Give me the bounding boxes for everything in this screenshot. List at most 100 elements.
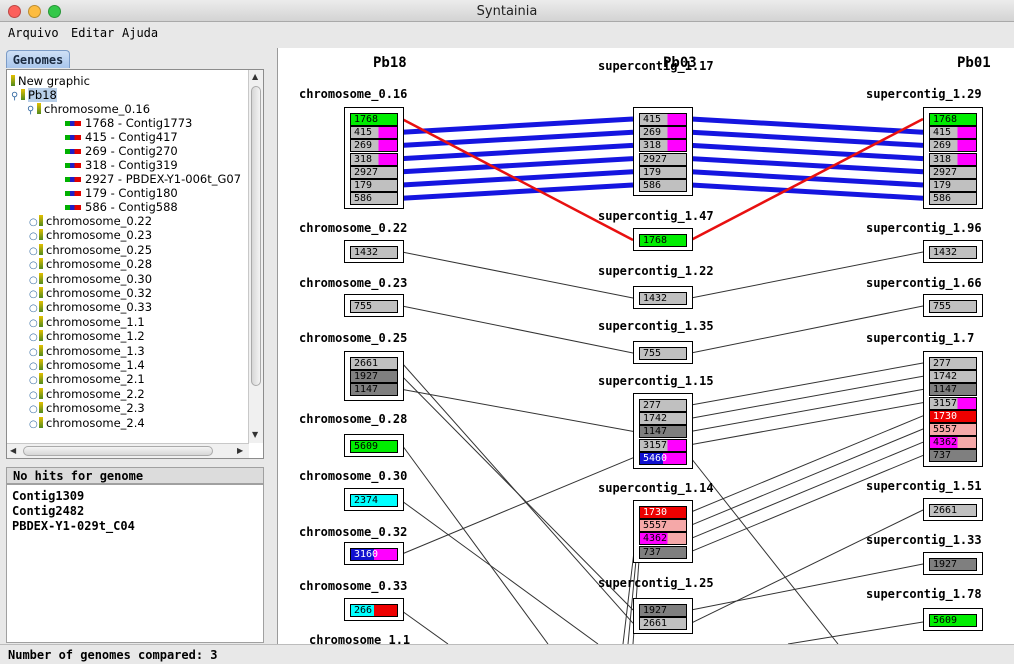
contig-segment[interactable]: 737 [639,545,687,559]
contig-segment[interactable]: 318 [350,152,398,166]
expand-handle-icon[interactable]: ○ [29,389,38,401]
contig-segment[interactable]: 5609 [350,440,398,453]
minimize-window-button[interactable] [28,5,41,18]
tree-node-contig[interactable]: 318 - Contig319 [65,158,178,172]
tree-node-chromosome[interactable]: ○ chromosome_0.33 [29,300,152,314]
expand-handle-icon[interactable]: ○ [29,260,38,272]
contig-segment[interactable]: 415 [929,126,977,140]
tree-node-chromosome[interactable]: ○ chromosome_1.1 [29,315,145,329]
menu-ajuda[interactable]: Ajuda [122,26,159,40]
contig-segment[interactable]: 1768 [639,234,687,247]
contig-segment[interactable]: 318 [639,139,687,153]
chromosome-block[interactable]: 755 [633,341,693,365]
expand-handle-icon[interactable]: ○ [29,317,38,329]
tree-node-chromosome[interactable]: ○ chromosome_0.23 [29,228,152,242]
contig-segment[interactable]: 2661 [350,357,398,370]
chromosome-block[interactable]: 1432 [633,286,693,310]
chromosome-block[interactable]: 277 1742 1147 3157 1730 5557 4362 737 [923,351,983,467]
contig-segment[interactable]: 2374 [350,494,398,507]
contig-segment[interactable]: 266 [350,604,398,617]
contig-segment[interactable]: 1147 [350,383,398,397]
chromosome-block[interactable]: 3160 [344,542,404,566]
contig-segment[interactable]: 1768 [929,113,977,126]
tab-genomes[interactable]: Genomes [6,50,70,68]
scroll-right-icon[interactable]: ▶ [237,446,244,455]
scroll-left-icon[interactable]: ◀ [10,446,17,455]
tree-node-chromosome[interactable]: ○ chromosome_2.3 [29,401,145,415]
tree-node-chromosome[interactable]: ○ chromosome_2.1 [29,372,145,386]
expand-handle-icon[interactable]: ○ [29,303,38,315]
no-hits-list[interactable]: Contig1309 Contig2482 PBDEX-Y1-029t_C04 [6,484,264,643]
tree-horizontal-scrollbar[interactable]: ◀ ▶ [7,443,249,458]
contig-segment[interactable]: 755 [639,347,687,360]
tree-node-chromosome[interactable]: ○ chromosome_0.32 [29,286,152,300]
tree-node-genome[interactable]: ⚲ Pb18 [11,88,57,102]
list-item[interactable]: Contig1309 [12,489,85,503]
tree-node-chromosome[interactable]: ○ chromosome_0.28 [29,257,152,271]
chromosome-block[interactable]: 1432 [923,240,983,264]
contig-segment[interactable]: 415 [350,126,398,140]
expand-handle-icon[interactable]: ⚲ [27,105,35,116]
tree-node-contig[interactable]: 2927 - PBDEX-Y1-006t_G07 [65,172,241,186]
menu-arquivo[interactable]: Arquivo [8,26,59,40]
list-item[interactable]: Contig2482 [12,504,85,518]
chromosome-block[interactable]: 1927 2661 [633,598,693,635]
contig-segment[interactable]: 1768 [350,113,398,126]
contig-segment[interactable]: 269 [639,126,687,140]
contig-segment[interactable]: 2661 [929,504,977,517]
tree-node-contig[interactable]: 269 - Contig270 [65,144,178,158]
scroll-up-icon[interactable]: ▲ [252,72,259,81]
expand-handle-icon[interactable]: ○ [29,217,38,228]
tree-node-chromosome[interactable]: ○ chromosome_0.25 [29,243,152,257]
chromosome-block[interactable]: 415 269 318 2927 179 586 [633,107,693,197]
tree-node-contig[interactable]: 179 - Contig180 [65,186,178,200]
chromosome-block[interactable]: 1927 [923,552,983,576]
tree-node-contig[interactable]: 1768 - Contig1773 [65,116,192,130]
chromosome-block[interactable]: 1768 [633,228,693,252]
contig-segment[interactable]: 1147 [639,425,687,439]
tree-node-chromosome[interactable]: ○ chromosome_2.4 [29,416,145,430]
chromosome-block[interactable]: 2374 [344,488,404,512]
chromosome-block[interactable]: 277 1742 1147 3157 5460 [633,393,693,469]
tree-node-chromosome[interactable]: ○ chromosome_0.30 [29,272,152,286]
contig-segment[interactable]: 5460 [639,451,687,465]
expand-handle-icon[interactable]: ○ [29,231,38,243]
tree-node-chromosome[interactable]: ○ chromosome_1.3 [29,344,145,358]
contig-segment[interactable]: 1432 [929,246,977,259]
contig-segment[interactable]: 1730 [639,506,687,519]
tree-node-chromosome[interactable]: ○ chromosome_1.4 [29,358,145,372]
chromosome-block[interactable]: 1730 5557 4362 737 [633,500,693,563]
chromosome-block[interactable]: 755 [923,294,983,318]
chromosome-block[interactable]: 2661 1927 1147 [344,351,404,401]
contig-segment[interactable]: 1742 [639,412,687,426]
chromosome-block[interactable]: 5609 [344,434,404,458]
contig-segment[interactable]: 179 [929,179,977,192]
contig-segment[interactable]: 1742 [929,370,977,384]
zoom-window-button[interactable] [48,5,61,18]
contig-segment[interactable]: 586 [639,179,687,192]
contig-segment[interactable]: 1927 [350,370,398,384]
contig-segment[interactable]: 586 [929,192,977,206]
expand-handle-icon[interactable]: ⚲ [11,91,19,102]
contig-segment[interactable]: 5609 [929,614,977,627]
contig-segment[interactable]: 2927 [639,152,687,166]
contig-segment[interactable]: 1147 [929,383,977,397]
tree-vertical-scrollbar[interactable]: ▲ ▼ [248,70,263,443]
contig-segment[interactable]: 3157 [929,396,977,410]
chromosome-block[interactable]: 1432 [344,240,404,264]
tree-vertical-scroll-thumb[interactable] [251,86,261,386]
contig-segment[interactable]: 3160 [350,548,398,561]
contig-segment[interactable]: 5557 [929,423,977,436]
synteny-canvas[interactable]: Pb18 Pb03 Pb01 chromosome_0.16 1768 415 269… [277,48,1014,644]
contig-segment[interactable]: 2661 [639,617,687,631]
contig-segment[interactable]: 277 [929,357,977,370]
expand-handle-icon[interactable]: ○ [29,332,38,344]
expand-handle-icon[interactable]: ○ [29,375,38,387]
tree-node-chromosome[interactable]: ○ chromosome_0.22 [29,214,152,228]
chromosome-block[interactable]: 755 [344,294,404,318]
contig-segment[interactable]: 1927 [929,558,977,571]
expand-handle-icon[interactable]: ○ [29,346,38,358]
expand-handle-icon[interactable]: ○ [29,289,38,300]
menu-editar[interactable]: Editar [71,26,115,40]
expand-handle-icon[interactable]: ○ [29,245,38,257]
